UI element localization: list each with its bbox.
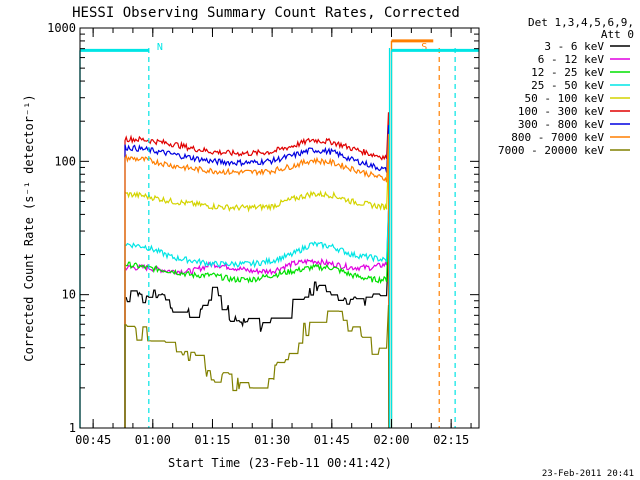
legend-label: 3 - 6 keV	[544, 40, 604, 53]
x-tick-label: 01:30	[254, 433, 290, 447]
plot-frame	[79, 27, 480, 429]
series-layer	[124, 112, 390, 428]
legend-header-attenuator: Att 0	[601, 28, 634, 41]
series-line	[124, 154, 390, 428]
x-axis: 00:45 01:00 01:15 01:30 01:45 02:00 02:15	[75, 28, 472, 447]
y-tick-label: 1000	[47, 21, 76, 35]
markers-layer	[148, 48, 456, 428]
series-line	[124, 210, 390, 428]
chart-title: HESSI Observing Summary Count Rates, Cor…	[72, 5, 460, 21]
series-line	[124, 112, 390, 428]
legend-label: 12 - 25 keV	[531, 66, 604, 79]
flag-label: S	[421, 42, 427, 53]
x-tick-label: 02:15	[433, 433, 469, 447]
series-line	[124, 207, 390, 428]
flag-label: N	[157, 42, 163, 53]
legend-label: 800 - 7000 keV	[511, 131, 604, 144]
date-stamp: 23-Feb-2011 20:41	[542, 469, 634, 479]
y-axis: 1 10 100 1000	[47, 21, 479, 435]
series-line	[124, 304, 390, 428]
legend-label: 50 - 100 keV	[525, 92, 605, 105]
legend-label: 7000 - 20000 keV	[498, 144, 604, 157]
series-line	[124, 244, 390, 428]
legend-label: 300 - 800 keV	[518, 118, 604, 131]
x-axis-label: Start Time (23-Feb-11 00:41:42)	[168, 456, 392, 470]
x-tick-label: 01:00	[135, 433, 171, 447]
y-axis-label: Corrected Count Rate (s⁻¹ detector⁻¹)	[22, 94, 36, 361]
series-line	[124, 226, 390, 428]
series-line	[124, 133, 390, 428]
x-tick-label: 02:00	[373, 433, 409, 447]
legend-header: Det 1,3,4,5,6,9,	[528, 16, 634, 29]
x-tick-label: 01:15	[194, 433, 230, 447]
x-tick-label: 00:45	[75, 433, 111, 447]
y-tick-label: 10	[62, 288, 76, 302]
y-tick-label: 100	[54, 154, 76, 168]
legend-label: 6 - 12 keV	[538, 53, 605, 66]
y-tick-label: 1	[69, 421, 76, 435]
legend-label: 100 - 300 keV	[518, 105, 604, 118]
legend-label: 25 - 50 keV	[531, 79, 604, 92]
series-line	[124, 125, 390, 428]
x-tick-label: 01:45	[314, 433, 350, 447]
